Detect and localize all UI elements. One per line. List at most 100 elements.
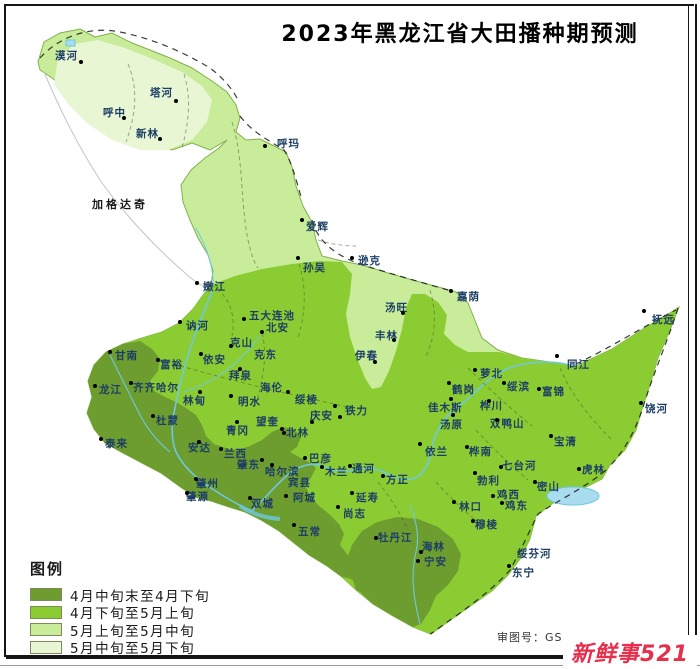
city-dot [338, 415, 342, 419]
city-dot [471, 519, 475, 523]
city-label: 嘉荫 [457, 291, 480, 303]
city-label: 伊春 [355, 350, 378, 362]
city-label: 抚远 [652, 314, 675, 326]
city-label: 五常 [298, 526, 321, 538]
city-dot [500, 501, 504, 505]
city-label: 克山 [230, 337, 253, 349]
city-dot [151, 414, 155, 418]
national-border-dashes [39, 29, 679, 635]
legend-items: 4月中旬末至4月下旬 4月下旬至5月上旬 5月上旬至5月中旬 5月中旬至5月下旬 [30, 586, 211, 657]
region-mid-to-late-may [54, 40, 212, 150]
city-label: 木兰 [325, 466, 348, 478]
city-label: 富锦 [542, 386, 565, 398]
region-mid-to-late-april-west [87, 341, 363, 582]
city-dot [348, 464, 352, 468]
city-dot [350, 491, 354, 495]
city-label: 鸡西 [497, 489, 520, 501]
city-label: 爱辉 [306, 221, 329, 233]
city-dot [350, 256, 354, 260]
city-dot [156, 358, 160, 362]
city-label: 拜泉 [229, 370, 252, 382]
city-dot [449, 397, 453, 401]
city-label: 虎林 [582, 464, 605, 476]
city-dot [507, 564, 511, 568]
city-dot [79, 60, 83, 64]
city-dot [158, 137, 162, 141]
city-dot [238, 367, 242, 371]
city-dot [260, 330, 264, 334]
city-dot [93, 384, 97, 388]
city-dot [401, 311, 405, 315]
city-label: 延寿 [356, 492, 379, 504]
city-label: 克东 [254, 349, 277, 361]
city-label: 方正 [386, 474, 409, 486]
city-label: 孙吴 [303, 262, 326, 274]
legend-item: 5月上旬至5月中旬 [30, 621, 210, 640]
city-label: 绥芬河 [517, 548, 552, 560]
legend-label: 4月下旬至5月上旬 [70, 606, 196, 623]
city-label: 穆棱 [475, 519, 498, 531]
city-dot [418, 442, 422, 446]
city-label: 勃利 [477, 475, 500, 487]
city-dot [381, 474, 385, 478]
city-dot [194, 477, 198, 481]
city-label: 七台河 [502, 460, 537, 472]
city-label: 海林 [422, 541, 445, 553]
city-dot [491, 494, 495, 498]
frame-top [4, 4, 694, 6]
frame-bottom-thin [0, 665, 700, 666]
city-label: 齐齐哈尔 [133, 382, 179, 394]
city-dot [320, 465, 324, 469]
west-province-line [43, 71, 209, 289]
city-dot [416, 559, 420, 563]
city-label: 明水 [238, 396, 261, 408]
city-dot [99, 437, 103, 441]
city-label: 牡丹江 [378, 532, 413, 544]
city-label: 汤原 [440, 419, 463, 431]
city-label: 宁安 [424, 556, 447, 568]
city-label: 呼玛 [277, 138, 300, 150]
city-dot [129, 381, 133, 385]
city-label: 饶河 [645, 403, 668, 415]
frame-right-inner [688, 4, 689, 655]
city-dot [122, 116, 126, 120]
city-label: 泰来 [105, 438, 128, 450]
admin-boundaries [125, 63, 613, 531]
city-label: 铁力 [345, 405, 368, 417]
legend-label: 5月中旬至5月下旬 [70, 641, 196, 658]
city-dot [185, 491, 189, 495]
city-label: 龙江 [99, 384, 122, 396]
city-label: 双城 [251, 498, 274, 510]
city-label: 青冈 [226, 425, 249, 437]
city-label: 东宁 [512, 567, 535, 579]
city-dot [310, 420, 314, 424]
watermark: 新鲜事521 [563, 635, 697, 668]
city-dot [229, 394, 233, 398]
legend-label: 4月中旬末至4月下旬 [70, 588, 211, 605]
city-label: 哈尔滨 [265, 466, 300, 478]
frame-left [4, 4, 6, 657]
city-dot [292, 523, 296, 527]
city-label: 杜蒙 [156, 415, 179, 427]
city-dot [642, 309, 646, 313]
city-dot [549, 434, 553, 438]
city-label: 塔河 [150, 87, 173, 99]
city-label: 北安 [266, 322, 289, 334]
city-dot [248, 496, 252, 500]
city-dot [197, 440, 201, 444]
river-label-marker [65, 39, 76, 47]
legend-label: 5月上旬至5月中旬 [70, 623, 196, 640]
city-label: 丰林 [375, 330, 398, 342]
city-dot [392, 338, 396, 342]
city-dot [473, 368, 477, 372]
city-dot [499, 465, 503, 469]
legend-item: 4月下旬至5月上旬 [30, 604, 210, 622]
city-dot [263, 144, 267, 148]
city-label: 密山 [537, 481, 560, 493]
city-label: 同江 [567, 359, 590, 371]
city-dot [280, 427, 284, 431]
legend-item: 5月中旬至5月下旬 [30, 639, 210, 657]
legend-item: 4月中旬末至4月下旬 [30, 586, 211, 605]
frame-right-outer [695, 4, 697, 657]
